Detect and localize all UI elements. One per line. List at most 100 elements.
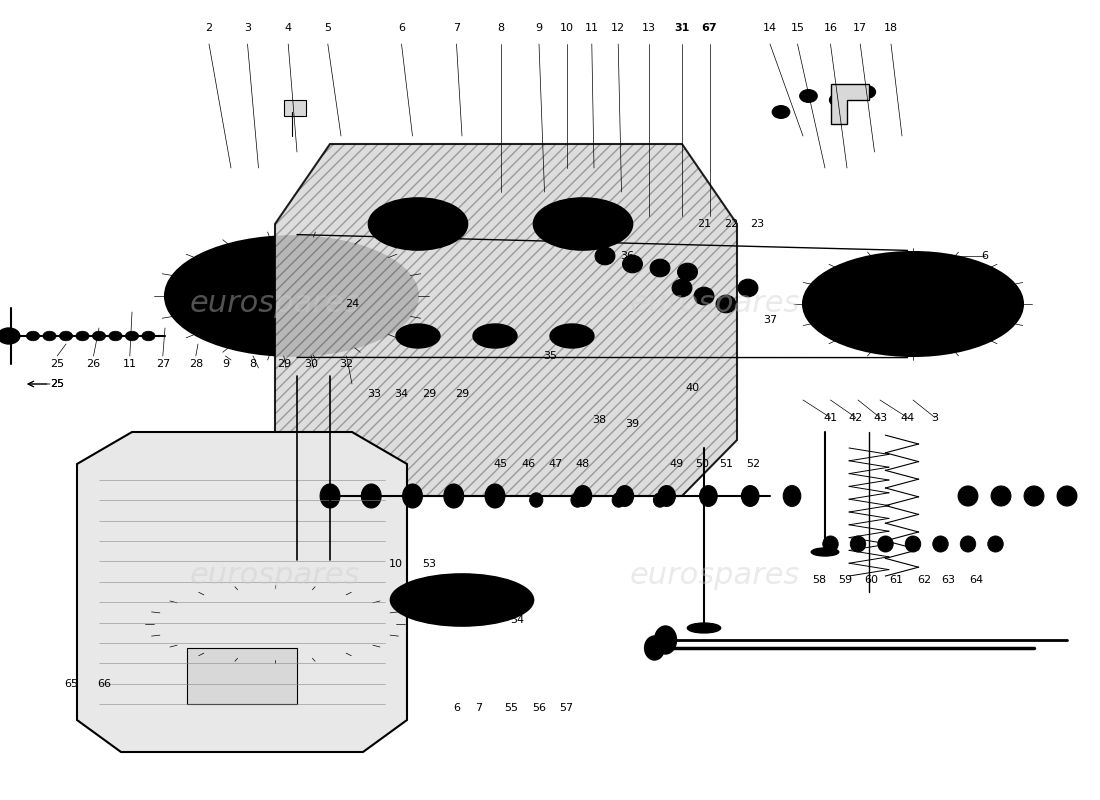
Ellipse shape (653, 493, 667, 507)
Ellipse shape (485, 484, 505, 508)
Text: 39: 39 (626, 419, 639, 429)
Ellipse shape (902, 298, 924, 310)
Ellipse shape (654, 626, 676, 654)
Text: 28: 28 (189, 359, 202, 369)
Ellipse shape (1024, 486, 1044, 506)
Polygon shape (830, 84, 869, 124)
Text: 49: 49 (670, 459, 683, 469)
Circle shape (858, 86, 876, 98)
Text: 52: 52 (747, 459, 760, 469)
Text: 30: 30 (305, 359, 318, 369)
Text: 11: 11 (123, 359, 136, 369)
Text: 61: 61 (890, 575, 903, 585)
Text: 47: 47 (549, 459, 562, 469)
Ellipse shape (694, 287, 714, 305)
Text: 2: 2 (206, 23, 212, 33)
Circle shape (59, 331, 73, 341)
Ellipse shape (165, 236, 418, 356)
Text: 33: 33 (367, 389, 381, 398)
Text: 29: 29 (422, 389, 436, 398)
Ellipse shape (623, 255, 642, 273)
Ellipse shape (534, 198, 632, 250)
Text: 48: 48 (576, 459, 590, 469)
Ellipse shape (855, 541, 861, 547)
Text: 38: 38 (593, 415, 606, 425)
Text: 10: 10 (389, 559, 403, 569)
Text: 25: 25 (51, 379, 64, 389)
Circle shape (0, 328, 20, 344)
Text: 7: 7 (981, 291, 988, 301)
Ellipse shape (628, 260, 637, 268)
Ellipse shape (933, 536, 948, 552)
Ellipse shape (722, 300, 730, 308)
Text: 22: 22 (725, 219, 738, 229)
Text: eurospares: eurospares (190, 562, 360, 590)
Ellipse shape (616, 486, 634, 506)
Ellipse shape (550, 324, 594, 348)
Text: 32: 32 (340, 359, 353, 369)
Text: 6: 6 (398, 23, 405, 33)
Circle shape (772, 106, 790, 118)
Text: 27: 27 (156, 359, 169, 369)
Ellipse shape (878, 536, 893, 552)
Text: 31: 31 (674, 23, 690, 33)
Text: 3: 3 (244, 23, 251, 33)
Text: 8: 8 (497, 23, 504, 33)
Ellipse shape (277, 289, 306, 303)
Ellipse shape (595, 247, 615, 265)
Text: 42: 42 (849, 413, 862, 422)
Ellipse shape (645, 636, 664, 660)
Ellipse shape (154, 588, 396, 660)
Text: 41: 41 (824, 413, 837, 422)
Ellipse shape (612, 493, 625, 507)
Ellipse shape (992, 541, 999, 547)
Circle shape (125, 331, 139, 341)
Text: 35: 35 (543, 351, 557, 361)
Text: eurospares: eurospares (630, 290, 800, 318)
Text: 26: 26 (87, 359, 100, 369)
Text: 40: 40 (686, 383, 700, 393)
Ellipse shape (320, 484, 340, 508)
Ellipse shape (530, 493, 543, 507)
Ellipse shape (783, 486, 801, 506)
Text: 25: 25 (51, 379, 64, 389)
Bar (187, 648, 297, 704)
Ellipse shape (571, 493, 584, 507)
Ellipse shape (960, 536, 976, 552)
Text: 6: 6 (981, 251, 988, 261)
Circle shape (109, 331, 122, 341)
Ellipse shape (658, 486, 675, 506)
Text: 44: 44 (901, 413, 914, 422)
Ellipse shape (688, 623, 720, 633)
Text: 62: 62 (917, 575, 931, 585)
Ellipse shape (812, 548, 838, 556)
Ellipse shape (700, 292, 708, 300)
Text: 9: 9 (222, 359, 229, 369)
Ellipse shape (905, 536, 921, 552)
Polygon shape (284, 100, 306, 116)
Ellipse shape (964, 491, 972, 501)
Ellipse shape (886, 289, 940, 319)
Ellipse shape (390, 574, 534, 626)
Ellipse shape (678, 284, 686, 292)
Text: 67: 67 (702, 23, 717, 33)
Text: 9: 9 (536, 23, 542, 33)
Text: 29: 29 (277, 359, 290, 369)
Text: 8: 8 (250, 359, 256, 369)
Ellipse shape (988, 536, 1003, 552)
Ellipse shape (558, 211, 607, 237)
Text: 3: 3 (932, 413, 938, 422)
Ellipse shape (958, 486, 978, 506)
Ellipse shape (823, 536, 838, 552)
Ellipse shape (656, 264, 664, 272)
Ellipse shape (744, 284, 752, 292)
Ellipse shape (361, 484, 381, 508)
Text: 55: 55 (505, 703, 518, 713)
Text: 16: 16 (824, 23, 837, 33)
Text: 57: 57 (560, 703, 573, 713)
Text: 66: 66 (98, 679, 111, 689)
Text: 56: 56 (532, 703, 546, 713)
Text: 58: 58 (813, 575, 826, 585)
Ellipse shape (368, 198, 468, 250)
Ellipse shape (882, 541, 889, 547)
